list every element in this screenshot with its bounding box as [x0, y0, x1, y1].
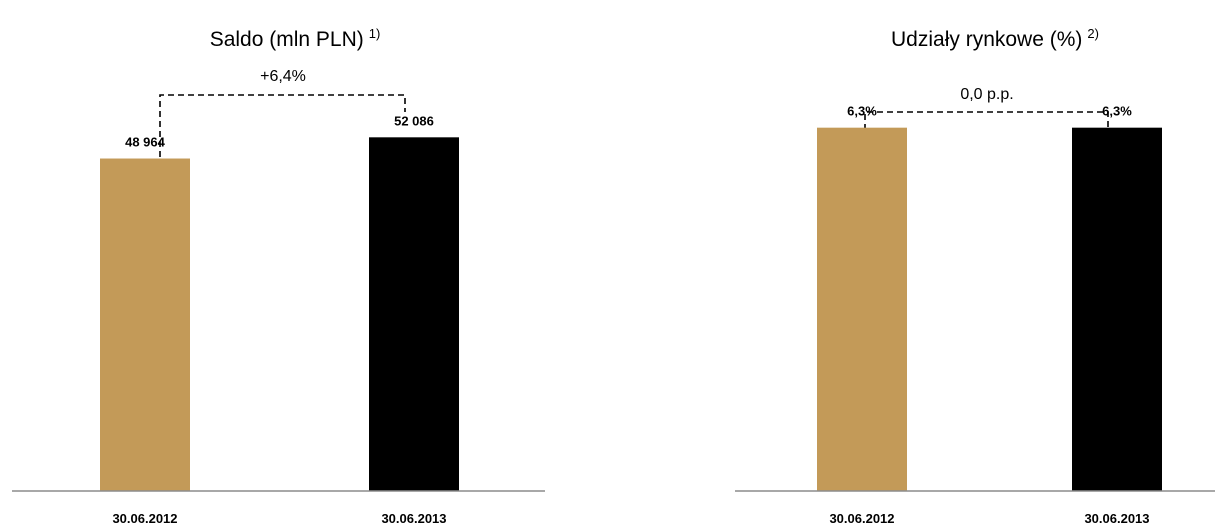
- bar-value-label: 48 964: [125, 135, 166, 150]
- bar-30.06.2012: [100, 158, 190, 491]
- chart-udzialy: Udziały rynkowe (%) 2) 0,0 p.p. 6,3% 6,3% …: [735, 26, 1215, 526]
- bar-value-label: 6,3%: [1102, 104, 1132, 119]
- chart-title-footnote: 1): [369, 26, 381, 41]
- chart-title: Saldo (mln PLN) 1): [210, 26, 381, 51]
- x-tick-label: 30.06.2013: [381, 511, 446, 526]
- change-bracket-line: [864, 111, 1109, 130]
- chart-title: Udziały rynkowe (%) 2): [891, 26, 1099, 51]
- x-tick-label: 30.06.2013: [1084, 511, 1149, 526]
- change-bracket-line: [159, 94, 406, 177]
- bar-value-label: 6,3%: [847, 104, 877, 119]
- change-label: 0,0 p.p.: [960, 86, 1013, 103]
- chart-title-text: Udziały rynkowe (%): [891, 28, 1082, 51]
- bar-30.06.2013: [1072, 127, 1162, 491]
- chart-title-footnote: 2): [1087, 26, 1099, 41]
- x-tick-label: 30.06.2012: [829, 511, 894, 526]
- bar-group: 48 964 52 086: [100, 113, 459, 491]
- bar-30.06.2012: [817, 127, 907, 491]
- x-tick-label: 30.06.2012: [112, 511, 177, 526]
- bar-group: 6,3% 6,3%: [817, 104, 1162, 491]
- bar-30.06.2013: [369, 137, 459, 491]
- change-label: +6,4%: [260, 68, 306, 85]
- bar-value-label: 52 086: [394, 113, 434, 128]
- chart-saldo: Saldo (mln PLN) 1) +6,4% 48 964 52 086 30.…: [12, 26, 545, 526]
- change-bracket: +6,4%: [159, 68, 406, 177]
- change-bracket: 0,0 p.p.: [864, 86, 1109, 130]
- chart-title-text: Saldo (mln PLN): [210, 28, 364, 51]
